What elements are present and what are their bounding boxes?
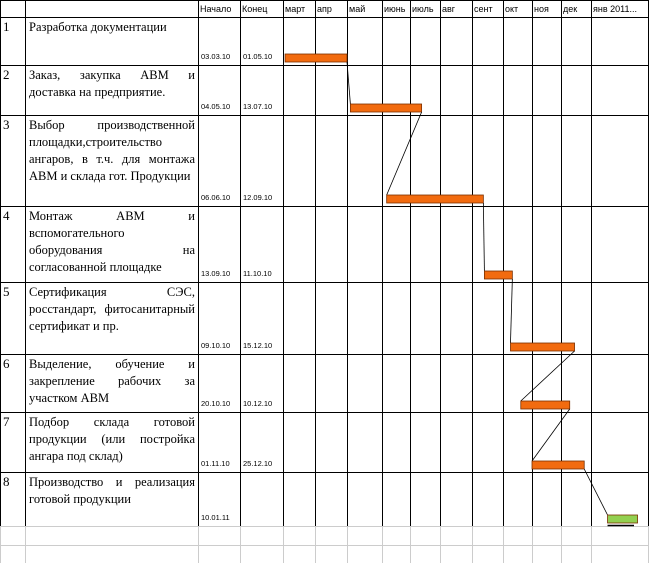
- task-bar: [483, 270, 513, 280]
- row-number: 3: [3, 117, 10, 132]
- row-number: 4: [3, 208, 10, 223]
- end-date: 25.12.10: [243, 459, 273, 468]
- connector: [386, 111, 422, 196]
- task-name: Производство и реализация готовой продук…: [29, 475, 195, 506]
- start-date: 13.09.10: [201, 269, 231, 278]
- task-bar: [284, 53, 348, 63]
- task-bar: [520, 400, 571, 410]
- header-cell: май: [349, 4, 366, 14]
- task-bar: [386, 194, 484, 204]
- task-name: Сертификация СЭС, росстандарт, фитосанит…: [29, 285, 195, 333]
- header-cell: окт: [505, 4, 519, 14]
- header-cell: Начало: [200, 4, 232, 14]
- end-date: 15.12.10: [243, 341, 273, 350]
- row-number: 8: [3, 474, 10, 489]
- task-name: Монтаж АВМ и вспомогательного оборудован…: [29, 209, 195, 274]
- end-date: 10.12.10: [243, 399, 273, 408]
- task-bar: [531, 460, 585, 470]
- header-cell: Конец: [242, 4, 268, 14]
- header-cell: дек: [563, 4, 578, 14]
- row-number: 7: [3, 414, 10, 429]
- header-cell: янв 2011...: [593, 4, 637, 14]
- end-date: 01.05.10: [243, 52, 273, 61]
- task-name: Заказ, закупка АВМ и доставка на предпри…: [29, 68, 195, 99]
- connector: [346, 61, 351, 105]
- start-date: 03.03.10: [201, 52, 231, 61]
- connector: [583, 468, 608, 516]
- header-cell: авг: [442, 4, 456, 14]
- header-cell: июль: [412, 4, 434, 14]
- task-name: Подбор склада готовой продукции (или пос…: [29, 415, 195, 463]
- end-date: 12.09.10: [243, 193, 273, 202]
- row-number: 1: [3, 19, 10, 34]
- start-date: 06.06.10: [201, 193, 231, 202]
- task-name: Выделение, обучение и закрепление рабочи…: [29, 357, 195, 405]
- connector: [520, 350, 575, 402]
- task-name: Выбор производственной площадки,строител…: [29, 118, 195, 183]
- row-number: 6: [3, 356, 10, 371]
- header-cell: июнь: [384, 4, 406, 14]
- task-bar: [349, 103, 423, 113]
- connector: [531, 408, 571, 462]
- task-bar: [510, 342, 575, 352]
- row-number: 5: [3, 284, 10, 299]
- end-date: 11.10.10: [243, 269, 272, 278]
- header-cell: март: [285, 4, 306, 14]
- start-date: 20.10.10: [201, 399, 231, 408]
- header-cell: ноя: [534, 4, 549, 14]
- header-cell: сент: [474, 4, 493, 14]
- task-bar: [607, 514, 638, 524]
- start-date: 04.05.10: [201, 102, 231, 111]
- connector: [482, 202, 485, 272]
- end-date: 13.07.10: [243, 102, 273, 111]
- connector: [510, 278, 513, 344]
- start-date: 01.11.10: [201, 459, 230, 468]
- row-number: 2: [3, 67, 10, 82]
- start-date: 10.01.11: [201, 513, 230, 522]
- task-name: Разработка документации: [29, 20, 167, 34]
- header-cell: апр: [317, 4, 332, 14]
- start-date: 09.10.10: [201, 341, 231, 350]
